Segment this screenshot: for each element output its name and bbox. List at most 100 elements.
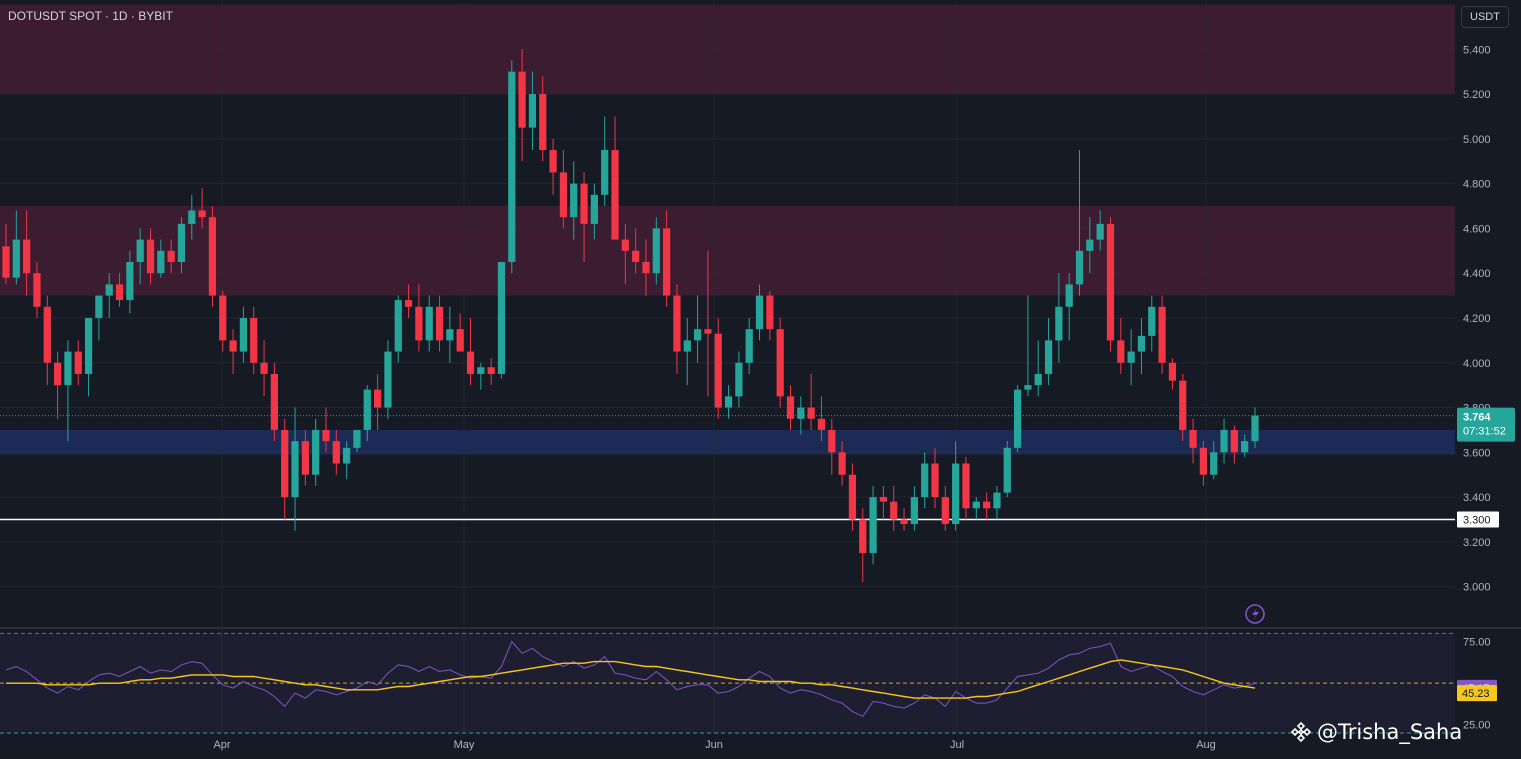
candle-body xyxy=(807,407,815,419)
candle-body xyxy=(1210,452,1218,475)
candle-body xyxy=(539,94,547,151)
candle-body xyxy=(549,150,557,173)
candle-body xyxy=(343,447,351,464)
rsi-ma-value-label: 45.23 xyxy=(1462,688,1490,700)
candle-body xyxy=(136,239,144,262)
candle-body xyxy=(983,501,991,509)
rsi-tick-label: 75.00 xyxy=(1463,637,1491,649)
candle-body xyxy=(1024,385,1032,390)
candle-body xyxy=(95,295,103,318)
rsi-ma-line xyxy=(6,659,1256,699)
candle-body xyxy=(270,373,278,430)
candle-body xyxy=(941,497,949,524)
candle-body xyxy=(1137,335,1146,352)
candle-body xyxy=(353,429,361,448)
candle-body xyxy=(1065,284,1073,307)
candle-body xyxy=(817,418,826,430)
candle-body xyxy=(1220,429,1228,453)
candle-body xyxy=(446,329,454,341)
candle-body xyxy=(1117,340,1125,363)
candle-body xyxy=(621,239,629,251)
candle-body xyxy=(1003,447,1011,493)
candle-body xyxy=(239,317,248,352)
candle-body xyxy=(301,441,309,475)
candle-body xyxy=(229,340,237,352)
candle-body xyxy=(663,228,671,296)
candle-body xyxy=(188,210,196,224)
candle-body xyxy=(1241,441,1249,453)
countdown-label: 07:31:52 xyxy=(1463,426,1506,438)
candle-body xyxy=(53,362,62,386)
candle-body xyxy=(735,362,743,397)
candle-body xyxy=(693,329,702,341)
candle-body xyxy=(12,239,20,278)
price-tick-label: 5.200 xyxy=(1463,89,1491,101)
candle-body xyxy=(281,429,289,498)
candle-body xyxy=(714,333,722,408)
candle-body xyxy=(1251,415,1259,442)
candle-body xyxy=(745,329,753,363)
candle-body xyxy=(2,246,10,278)
candle-body xyxy=(146,239,155,274)
candle-body xyxy=(652,228,660,274)
candle-body xyxy=(373,389,382,408)
chart-title: DOTUSDT SPOT · 1D · BYBIT xyxy=(8,9,173,23)
candle-body xyxy=(1034,373,1042,386)
level-price-tag xyxy=(1457,511,1499,528)
candle-body xyxy=(786,396,795,419)
candle-body xyxy=(590,194,598,224)
candle-body xyxy=(755,295,764,330)
candle-body xyxy=(1044,340,1053,374)
candle-body xyxy=(456,329,464,352)
candle-body xyxy=(848,474,857,520)
price-tick-label: 4.400 xyxy=(1463,268,1491,280)
candle-body xyxy=(962,463,970,509)
candle-body xyxy=(312,429,320,475)
price-tick-label: 3.200 xyxy=(1463,537,1491,549)
price-tick-label: 3.400 xyxy=(1463,492,1491,504)
candle-body xyxy=(64,351,72,386)
candle-body xyxy=(508,71,516,262)
candle-body xyxy=(1106,223,1115,341)
candle-body xyxy=(1127,351,1135,363)
candle-body xyxy=(704,329,712,334)
time-tick-label: Jul xyxy=(950,739,964,751)
candle-body xyxy=(642,261,650,274)
candle-body xyxy=(198,210,206,218)
candle-body xyxy=(404,300,413,307)
price-tick-label: 4.200 xyxy=(1463,313,1491,325)
candle-body xyxy=(74,351,82,374)
candle-body xyxy=(632,250,640,262)
candle-body xyxy=(611,150,619,240)
candle-body xyxy=(487,367,495,374)
candle-body xyxy=(1096,223,1104,240)
candle-body xyxy=(683,340,691,352)
lightning-icon xyxy=(1245,604,1265,624)
time-tick-label: May xyxy=(454,739,475,751)
rsi-line xyxy=(5,640,1256,718)
candle-body xyxy=(394,300,402,352)
candle-body xyxy=(1148,306,1156,336)
candle-body xyxy=(869,497,877,554)
candle-body xyxy=(332,441,340,464)
candle-body xyxy=(23,239,31,274)
candle-body xyxy=(435,306,444,341)
candle-body xyxy=(425,306,433,341)
zone-resistance-lower xyxy=(0,206,1455,296)
candle-body xyxy=(879,497,888,502)
candle-body xyxy=(1199,447,1208,475)
currency-selector-button[interactable]: USDT xyxy=(1461,6,1509,28)
candle-body xyxy=(466,351,475,374)
candle-body xyxy=(415,306,423,341)
time-tick-label: Jun xyxy=(705,739,723,751)
candle-body xyxy=(580,183,588,224)
candle-body xyxy=(260,362,268,374)
candle-body xyxy=(1075,250,1084,285)
candle-body xyxy=(497,261,506,374)
candle-body xyxy=(167,250,175,262)
candle-body xyxy=(115,284,124,301)
candle-body xyxy=(931,463,939,498)
candle-body xyxy=(859,519,867,554)
